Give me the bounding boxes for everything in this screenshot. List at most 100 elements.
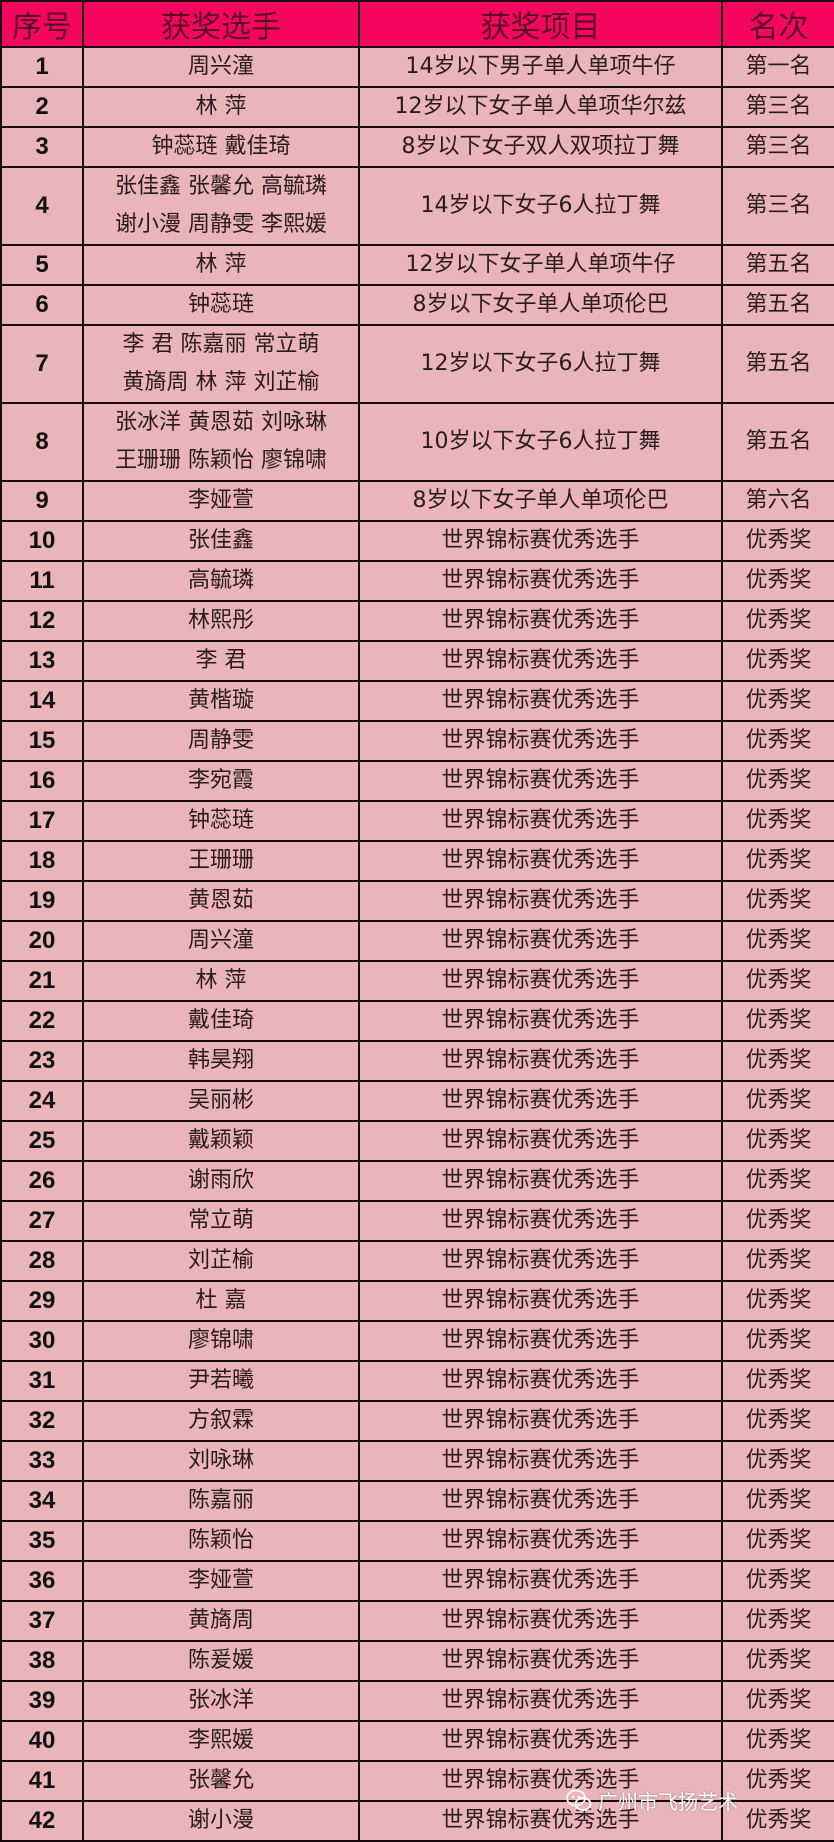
table-row: 17 钟蕊琏 世界锦标赛优秀选手 优秀奖 [0,800,834,842]
winner-name-line: 陈嘉丽 [187,1488,254,1513]
winner-names: 黄恩茹 [82,880,360,922]
row-number: 6 [0,284,84,326]
row-number: 33 [0,1440,84,1482]
winner-names: 张冰洋 [82,1680,360,1722]
winner-name-line: 黄恩茹 [187,888,254,913]
row-number: 30 [0,1320,84,1362]
row-number: 34 [0,1480,84,1522]
header-rank: 名次 [721,0,834,48]
table-row: 25 戴颖颖 世界锦标赛优秀选手 优秀奖 [0,1120,834,1162]
row-number: 22 [0,1000,84,1042]
award-rank: 优秀奖 [721,1680,834,1722]
table-row: 28 刘芷榆 世界锦标赛优秀选手 优秀奖 [0,1240,834,1282]
award-rank: 第五名 [721,324,834,404]
award-event: 世界锦标赛优秀选手 [358,1480,723,1522]
winner-name-line: 谢小漫 周静雯 李熙媛 [115,212,327,237]
row-number: 11 [0,560,84,602]
award-event: 12岁以下女子单人单项华尔兹 [358,86,723,128]
award-event: 世界锦标赛优秀选手 [358,1400,723,1442]
row-number: 12 [0,600,84,642]
winner-names: 陈爰媛 [82,1640,360,1682]
table-row: 22 戴佳琦 世界锦标赛优秀选手 优秀奖 [0,1000,834,1042]
award-rank: 优秀奖 [721,880,834,922]
award-rank: 第三名 [721,86,834,128]
winner-names: 林 萍 [82,960,360,1002]
table-row: 18 王珊珊 世界锦标赛优秀选手 优秀奖 [0,840,834,882]
table-row: 11 高毓璘 世界锦标赛优秀选手 优秀奖 [0,560,834,602]
header-row: 序号 获奖选手 获奖项目 名次 [0,0,834,48]
row-number: 25 [0,1120,84,1162]
winner-names: 高毓璘 [82,560,360,602]
table-row: 23 韩昊翔 世界锦标赛优秀选手 优秀奖 [0,1040,834,1082]
table-row: 6 钟蕊琏 8岁以下女子单人单项伦巴 第五名 [0,284,834,326]
winner-name-line: 钟蕊琏 [187,808,254,833]
winner-name-line: 黄楷璇 [187,688,254,713]
award-event: 世界锦标赛优秀选手 [358,1720,723,1762]
table-row: 8 张冰洋 黄恩茹 刘咏琳 王珊珊 陈颖怡 廖锦啸 10岁以下女子6人拉丁舞 第五名 [0,402,834,482]
winner-name-line: 刘咏琳 [187,1448,254,1473]
award-event: 世界锦标赛优秀选手 [358,1280,723,1322]
award-event: 14岁以下女子6人拉丁舞 [358,166,723,246]
award-rank: 优秀奖 [721,840,834,882]
table-row: 31 尹若曦 世界锦标赛优秀选手 优秀奖 [0,1360,834,1402]
header-winners: 获奖选手 [82,0,360,48]
winner-names: 王珊珊 [82,840,360,882]
award-event: 世界锦标赛优秀选手 [358,1120,723,1162]
winner-name-line: 吴丽彬 [187,1088,254,1113]
award-rank: 第三名 [721,166,834,246]
row-number: 9 [0,480,84,522]
winner-name-line: 李 君 [195,648,247,673]
winner-names: 钟蕊琏 [82,800,360,842]
table-row: 35 陈颖怡 世界锦标赛优秀选手 优秀奖 [0,1520,834,1562]
winner-names: 李宛霞 [82,760,360,802]
row-number: 17 [0,800,84,842]
award-rank: 优秀奖 [721,680,834,722]
winner-name-line: 尹若曦 [187,1368,254,1393]
award-rank: 优秀奖 [721,640,834,682]
award-event: 8岁以下女子单人单项伦巴 [358,284,723,326]
winner-names: 李娅萱 [82,480,360,522]
award-rank: 优秀奖 [721,1400,834,1442]
table-row: 21 林 萍 世界锦标赛优秀选手 优秀奖 [0,960,834,1002]
table-row: 9 李娅萱 8岁以下女子单人单项伦巴 第六名 [0,480,834,522]
winner-name-line: 王珊珊 [187,848,254,873]
row-number: 19 [0,880,84,922]
table-row: 1 周兴潼 14岁以下男子单人单项牛仔 第一名 [0,46,834,88]
winner-name-line: 黄旖周 [187,1608,254,1633]
award-event: 12岁以下女子单人单项牛仔 [358,244,723,286]
award-event: 世界锦标赛优秀选手 [358,800,723,842]
award-event: 世界锦标赛优秀选手 [358,1680,723,1722]
winner-names: 李娅萱 [82,1560,360,1602]
table-row: 5 林 萍 12岁以下女子单人单项牛仔 第五名 [0,244,834,286]
award-event: 世界锦标赛优秀选手 [358,880,723,922]
award-event: 世界锦标赛优秀选手 [358,680,723,722]
winner-name-line: 韩昊翔 [187,1048,254,1073]
award-event: 世界锦标赛优秀选手 [358,1760,723,1802]
row-number: 38 [0,1640,84,1682]
award-event: 世界锦标赛优秀选手 [358,920,723,962]
winner-names: 李熙媛 [82,1720,360,1762]
winner-names: 钟蕊琏 [82,284,360,326]
row-number: 27 [0,1200,84,1242]
award-rank: 优秀奖 [721,800,834,842]
award-event: 世界锦标赛优秀选手 [358,1320,723,1362]
row-number: 21 [0,960,84,1002]
award-event: 14岁以下男子单人单项牛仔 [358,46,723,88]
row-number: 2 [0,86,84,128]
award-event: 8岁以下女子单人单项伦巴 [358,480,723,522]
row-number: 15 [0,720,84,762]
table-row: 38 陈爰媛 世界锦标赛优秀选手 优秀奖 [0,1640,834,1682]
award-rank: 优秀奖 [721,1080,834,1122]
table-row: 40 李熙媛 世界锦标赛优秀选手 优秀奖 [0,1720,834,1762]
table-row: 15 周静雯 世界锦标赛优秀选手 优秀奖 [0,720,834,762]
winner-name-line: 张佳鑫 [187,528,254,553]
table-row: 14 黄楷璇 世界锦标赛优秀选手 优秀奖 [0,680,834,722]
award-event: 世界锦标赛优秀选手 [358,1360,723,1402]
winner-name-line: 钟蕊琏 [187,292,254,317]
row-number: 31 [0,1360,84,1402]
award-event: 世界锦标赛优秀选手 [358,840,723,882]
table-row: 27 常立萌 世界锦标赛优秀选手 优秀奖 [0,1200,834,1242]
winner-names: 谢雨欣 [82,1160,360,1202]
